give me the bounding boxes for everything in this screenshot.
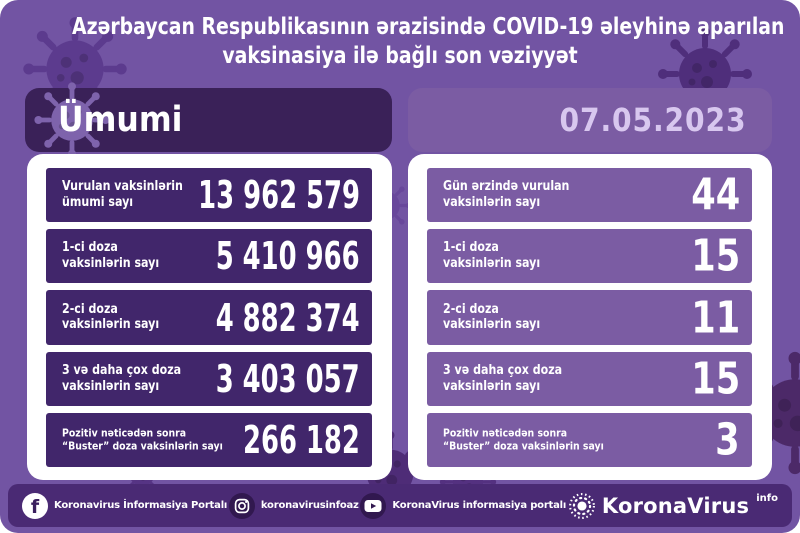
row-total-vaccines-total: Vurulan vaksinlərin ümumi sayı 13 962 579 [46, 168, 372, 223]
row-total-vaccines-daily: Gün ərzində vurulan vaksinlərin sayı 44 [427, 168, 752, 223]
virus-logo-icon [568, 492, 595, 519]
stat-label: 3 və daha çox doza vaksinlərin sayı [443, 362, 563, 394]
youtube-label: KoronaVirus informasiya portalı [392, 500, 567, 511]
koronavirus-logo: KoronaVirus info [568, 492, 778, 520]
row-second-dose-daily: 2-ci doza vaksinlərin sayı 11 [427, 290, 752, 345]
stat-value: 11 [691, 292, 740, 343]
stat-label: Gün ərzində vurulan vaksinlərin sayı [443, 179, 570, 211]
stat-value: 3 [715, 414, 741, 466]
stat-value: 5 410 966 [216, 234, 360, 279]
youtube-icon [360, 492, 387, 519]
footer-bar: f Koronavirus İnformasiya Portalı korona… [8, 484, 792, 527]
date-panel-header: 07.05.2023 [408, 88, 772, 152]
instagram-label: koronavirusinfoaz [260, 500, 359, 511]
daily-stats-card: Gün ərzində vurulan vaksinlərin sayı 44 1… [408, 154, 772, 480]
page-title-line-1: Azərbaycan Respublikasının ərazisində CO… [72, 14, 785, 40]
total-stats-card: Vurulan vaksinlərin ümumi sayı 13 962 579… [27, 154, 392, 480]
stat-value: 3 403 057 [216, 356, 360, 401]
stat-label: Pozitiv nəticədən sonra “Buster” doza vak… [62, 426, 223, 453]
facebook-label: Koronavirus İnformasiya Portalı [54, 500, 228, 511]
row-third-dose-total: 3 və daha çox doza vaksinlərin sayı 3 403… [46, 351, 372, 406]
facebook-icon: f [22, 492, 48, 519]
row-first-dose-total: 1-ci doza vaksinlərin sayı 5 410 966 [46, 229, 372, 284]
stat-label: Vurulan vaksinlərin ümumi sayı [62, 179, 183, 211]
row-booster-daily: Pozitiv nəticədən sonra “Buster” doza vak… [427, 412, 752, 468]
stat-label: 2-ci doza vaksinlərin sayı [443, 301, 541, 333]
youtube-link[interactable]: KoronaVirus informasiya portalı [360, 492, 567, 519]
stat-value: 4 882 374 [216, 295, 360, 340]
total-panel-title: Ümumi [58, 100, 183, 140]
page-title-line-2: vaksinasiya ilə bağlı son vəziyyət [222, 43, 578, 69]
instagram-link[interactable]: koronavirusinfoaz [228, 492, 359, 519]
instagram-icon [228, 492, 255, 519]
stat-label: 1-ci doza vaksinlərin sayı [62, 240, 160, 272]
row-third-dose-daily: 3 və daha çox doza vaksinlərin sayı 15 [427, 351, 752, 406]
row-first-dose-daily: 1-ci doza vaksinlərin sayı 15 [427, 229, 752, 284]
stat-value: 44 [691, 169, 740, 221]
row-second-dose-total: 2-ci doza vaksinlərin sayı 4 882 374 [46, 290, 372, 345]
stat-label: 1-ci doza vaksinlərin sayı [443, 240, 541, 272]
stat-value: 15 [691, 230, 740, 282]
page-title: Azərbaycan Respublikasının ərazisində CO… [0, 13, 800, 71]
stat-value: 266 182 [243, 417, 360, 462]
facebook-link[interactable]: f Koronavirus İnformasiya Portalı [22, 492, 228, 519]
stat-label: Pozitiv nəticədən sonra “Buster” doza vak… [443, 426, 604, 453]
row-booster-total: Pozitiv nəticədən sonra “Buster” doza vak… [46, 412, 372, 468]
brand-suffix: info [756, 493, 778, 504]
report-date: 07.05.2023 [559, 101, 746, 139]
stat-label: 2-ci doza vaksinlərin sayı [62, 301, 160, 333]
brand-name: KoronaVirus [601, 493, 750, 518]
stat-value: 13 962 579 [198, 173, 360, 218]
stat-value: 15 [691, 353, 740, 405]
stat-label: 3 və daha çox doza vaksinlərin sayı [62, 362, 182, 394]
